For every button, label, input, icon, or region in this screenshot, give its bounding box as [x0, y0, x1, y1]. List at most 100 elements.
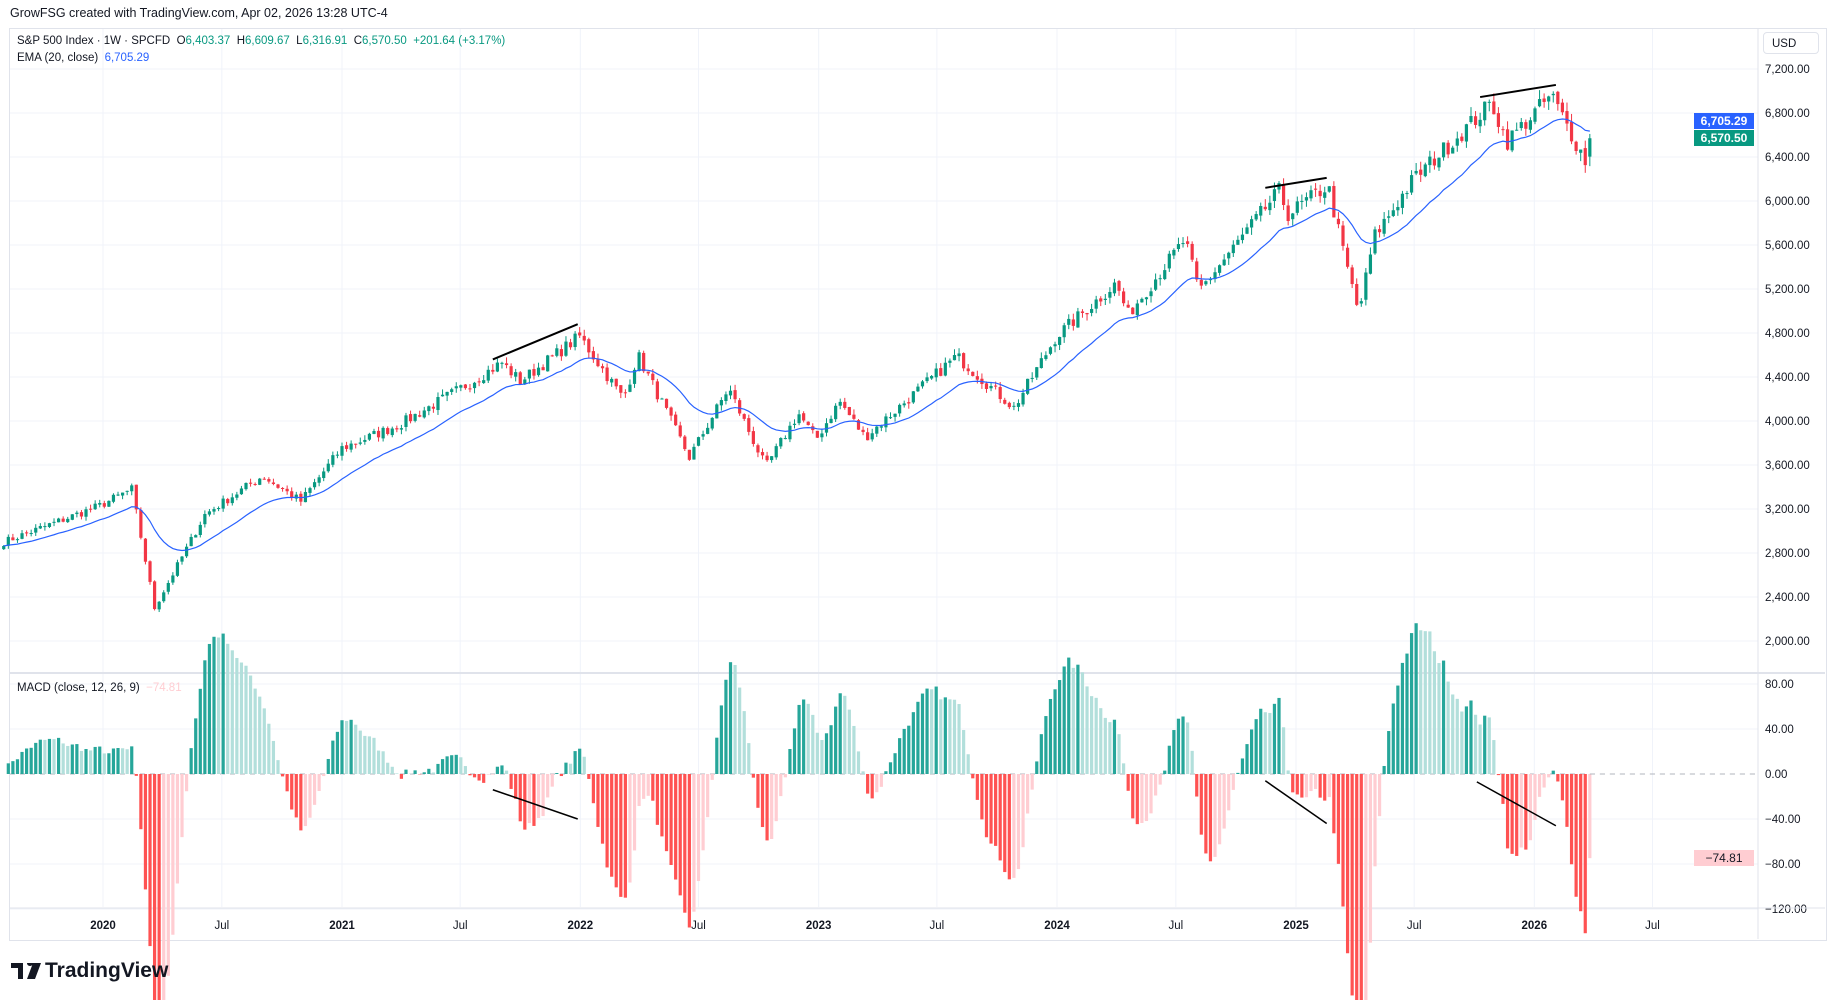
candle-body — [459, 385, 463, 388]
macd-histogram-bar — [1254, 719, 1258, 774]
candle-body — [1236, 239, 1240, 245]
macd-histogram-bar — [893, 753, 897, 774]
candle-body — [500, 362, 504, 364]
candle-body — [1574, 141, 1578, 151]
candle-body — [1163, 270, 1167, 280]
candle-body — [431, 406, 436, 409]
candle-body — [559, 349, 563, 357]
macd-histogram-bar — [856, 751, 861, 774]
candle-body — [966, 368, 970, 372]
macd-histogram-bar — [943, 697, 947, 774]
macd-histogram-bar — [1423, 631, 1427, 774]
candle-body — [1272, 189, 1277, 201]
macd-histogram-bar — [879, 774, 883, 787]
macd-histogram-bar — [1565, 774, 1569, 827]
macd-histogram-bar — [43, 739, 47, 774]
candle-body — [655, 381, 659, 400]
macd-histogram-bar — [847, 709, 851, 774]
price-tick-label: 5,600.00 — [1765, 240, 1810, 252]
price-tick-label: 4,000.00 — [1765, 416, 1810, 428]
time-tick-label: Jul — [1645, 920, 1660, 932]
macd-histogram-bar — [212, 636, 216, 774]
candle-body — [728, 390, 733, 396]
macd-legend[interactable]: MACD (close, 12, 26, 9) −74.81 — [17, 682, 182, 694]
candle-body — [418, 415, 422, 417]
ema-legend[interactable]: EMA (20, close) 6,705.29 — [17, 52, 149, 64]
candle-body — [756, 445, 760, 453]
candle-body — [212, 509, 216, 512]
macd-histogram-bar — [1451, 694, 1455, 774]
candle-body — [326, 463, 330, 472]
macd-histogram-bar — [555, 773, 559, 774]
macd-histogram-bar — [573, 751, 577, 774]
macd-histogram-bar — [738, 687, 742, 774]
macd-histogram-bar — [1547, 774, 1551, 778]
macd-histogram-bar — [1071, 667, 1075, 774]
macd-histogram-bar — [1281, 727, 1286, 774]
candle-body — [1190, 243, 1194, 260]
candle-body — [1313, 188, 1318, 190]
macd-histogram-bar — [1053, 689, 1057, 774]
candle-body — [1469, 116, 1473, 123]
macd-histogram-bar — [107, 753, 111, 774]
macd-histogram-bar — [1464, 706, 1469, 774]
macd-histogram-bar — [1167, 745, 1171, 774]
candle-body — [271, 482, 276, 485]
macd-histogram-bar — [1309, 774, 1313, 792]
candle-body — [509, 366, 513, 376]
candle-body — [1304, 197, 1309, 201]
candle-body — [70, 514, 74, 520]
candle-body — [331, 455, 335, 465]
candle-body — [248, 482, 253, 484]
candle-body — [1309, 190, 1313, 199]
macd-histogram-bar — [1533, 774, 1537, 820]
candle-body — [1524, 122, 1528, 129]
macd-histogram-bar — [1227, 774, 1231, 811]
macd-histogram-bar — [376, 750, 381, 774]
macd-histogram-bar — [1432, 651, 1437, 774]
tradingview-logo-icon — [11, 963, 41, 979]
open-value: 6,403.37 — [185, 35, 231, 47]
candle-body — [1446, 142, 1450, 155]
candle-body — [879, 426, 883, 428]
macd-histogram-bar — [1368, 774, 1373, 943]
macd-histogram-bar — [541, 774, 545, 817]
macd-histogram-bar — [920, 693, 925, 774]
macd-histogram-bar — [1469, 700, 1473, 774]
candle-body — [792, 423, 797, 425]
candle-body — [578, 332, 582, 336]
currency-button[interactable]: USD — [1763, 32, 1819, 54]
macd-histogram-bar — [253, 688, 257, 774]
candle-body — [1199, 279, 1203, 286]
candle-body — [1053, 344, 1057, 347]
tradingview-logo[interactable]: TradingView — [11, 959, 168, 983]
macd-histogram-bar — [861, 771, 865, 774]
macd-histogram-bar — [143, 774, 148, 890]
macd-histogram-bar — [11, 761, 15, 774]
candle-body — [1432, 158, 1437, 166]
candle-body — [312, 482, 317, 488]
symbol-name[interactable]: S&P 500 Index · 1W · SPCFD — [17, 35, 171, 47]
macd-histogram-bar — [271, 740, 276, 774]
time-tick-label: Jul — [1168, 920, 1183, 932]
macd-histogram-bar — [843, 695, 847, 774]
macd-histogram-bar — [221, 633, 225, 774]
candle-body — [1464, 124, 1469, 142]
candle-body — [20, 533, 24, 539]
candle-body — [1323, 192, 1327, 198]
candle-body — [56, 518, 61, 523]
price-tick-label: 6,800.00 — [1765, 108, 1810, 120]
macd-histogram-bar — [1048, 698, 1053, 774]
candle-body — [962, 353, 966, 369]
candle-body — [107, 500, 111, 507]
macd-histogram-bar — [1195, 774, 1199, 797]
candle-body — [468, 388, 472, 390]
candle-body — [975, 376, 979, 380]
time-tick-label: Jul — [214, 920, 229, 932]
macd-histogram-bar — [1428, 631, 1432, 774]
macd-histogram-bar — [733, 665, 737, 774]
macd-histogram-bar — [130, 746, 134, 774]
candle-body — [957, 353, 961, 357]
macd-histogram-bar — [134, 774, 138, 776]
